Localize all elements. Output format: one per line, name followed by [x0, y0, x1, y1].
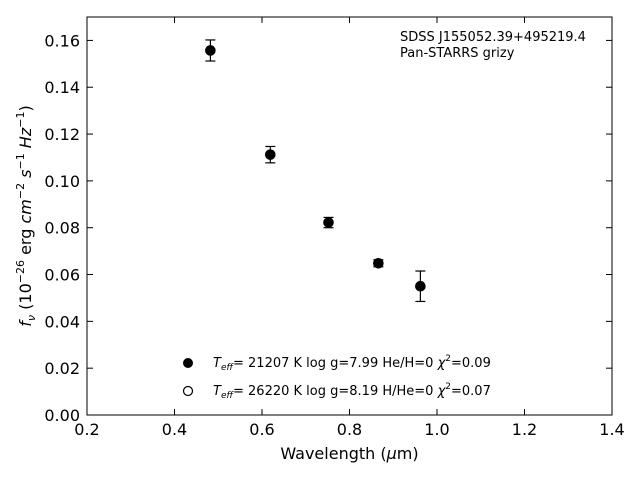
legend-marker-open	[182, 385, 194, 397]
data-point	[373, 257, 384, 269]
data-points	[205, 39, 426, 303]
y-tick-label: 0.08	[44, 219, 80, 238]
x-axis-label: Wavelength (μm)	[280, 444, 418, 463]
y-tick-label: 0.00	[44, 406, 80, 425]
legend-marker-filled	[183, 358, 193, 368]
legend: Teff= 21207 K log g=7.99 He/H=0 χ2=0.09 …	[182, 354, 491, 401]
data-point	[323, 217, 334, 228]
annotation-photometry: Pan-STARRS grizy	[400, 46, 515, 61]
y-axis-ticks: 0.00 0.02 0.04 0.06 0.08 0.10 0.12 0.14 0.16	[44, 31, 612, 425]
x-tick-label: 0.2	[74, 420, 99, 439]
y-tick-label: 0.04	[44, 312, 80, 331]
x-tick-label: 1.0	[424, 420, 449, 439]
legend-entry-1: Teff= 21207 K log g=7.99 He/H=0 χ2=0.09	[213, 354, 491, 373]
x-tick-label: 1.2	[512, 420, 537, 439]
y-tick-label: 0.16	[44, 31, 80, 50]
y-tick-label: 0.02	[44, 359, 80, 378]
y-tick-label: 0.06	[44, 266, 80, 285]
data-point	[415, 280, 426, 292]
legend-entry-2: Teff= 26220 K log g=8.19 H/He=0 χ2=0.07	[213, 382, 491, 401]
data-point	[205, 45, 216, 56]
x-tick-label: 0.4	[162, 420, 187, 439]
y-tick-label: 0.12	[44, 125, 80, 144]
data-point	[265, 149, 276, 160]
annotation-object-name: SDSS J155052.39+495219.4	[400, 30, 586, 45]
x-tick-label: 0.8	[337, 420, 362, 439]
x-tick-label: 1.4	[599, 420, 624, 439]
plot-frame	[86, 16, 613, 416]
y-tick-label: 0.10	[44, 172, 80, 191]
y-axis-label: fν (10−26 erg cm−2 s−1 Hz−1)	[14, 105, 38, 326]
y-tick-label: 0.14	[44, 78, 80, 97]
x-tick-label: 0.6	[249, 420, 274, 439]
